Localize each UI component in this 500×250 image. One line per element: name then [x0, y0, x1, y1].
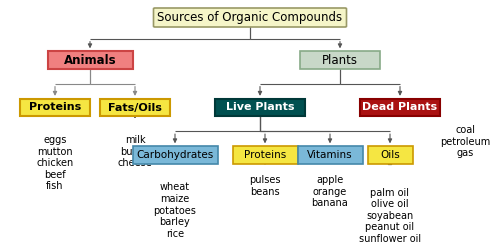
FancyBboxPatch shape [298, 146, 362, 164]
Text: pulses
beans: pulses beans [249, 175, 281, 197]
FancyBboxPatch shape [154, 8, 346, 27]
FancyBboxPatch shape [300, 51, 380, 69]
FancyBboxPatch shape [232, 146, 298, 164]
Text: eggs
mutton
chicken
beef
fish: eggs mutton chicken beef fish [36, 135, 74, 192]
Text: Vitamins: Vitamins [307, 150, 353, 160]
Text: wheat
maize
potatoes
barley
rice: wheat maize potatoes barley rice [154, 182, 196, 239]
Text: Oils: Oils [380, 150, 400, 160]
FancyBboxPatch shape [215, 99, 305, 116]
Text: palm oil
olive oil
soyabean
peanut oil
sunflower oil: palm oil olive oil soyabean peanut oil s… [359, 188, 421, 244]
Text: Fats/Oils: Fats/Oils [108, 102, 162, 113]
Text: Proteins: Proteins [244, 150, 286, 160]
Text: apple
orange
banana: apple orange banana [312, 175, 348, 208]
Text: Plants: Plants [322, 54, 358, 66]
FancyBboxPatch shape [100, 99, 170, 116]
Text: milk
butter
cheese: milk butter cheese [118, 135, 152, 168]
Text: Animals: Animals [64, 54, 116, 66]
Text: Carbohydrates: Carbohydrates [136, 150, 214, 160]
FancyBboxPatch shape [48, 51, 132, 69]
Text: Live Plants: Live Plants [226, 102, 294, 113]
Text: Dead Plants: Dead Plants [362, 102, 438, 113]
Text: coal
petroleum
gas: coal petroleum gas [440, 125, 490, 158]
FancyBboxPatch shape [368, 146, 412, 164]
FancyBboxPatch shape [132, 146, 218, 164]
FancyBboxPatch shape [20, 99, 90, 116]
FancyBboxPatch shape [360, 99, 440, 116]
Text: Proteins: Proteins [29, 102, 81, 113]
Text: Sources of Organic Compounds: Sources of Organic Compounds [158, 11, 342, 24]
